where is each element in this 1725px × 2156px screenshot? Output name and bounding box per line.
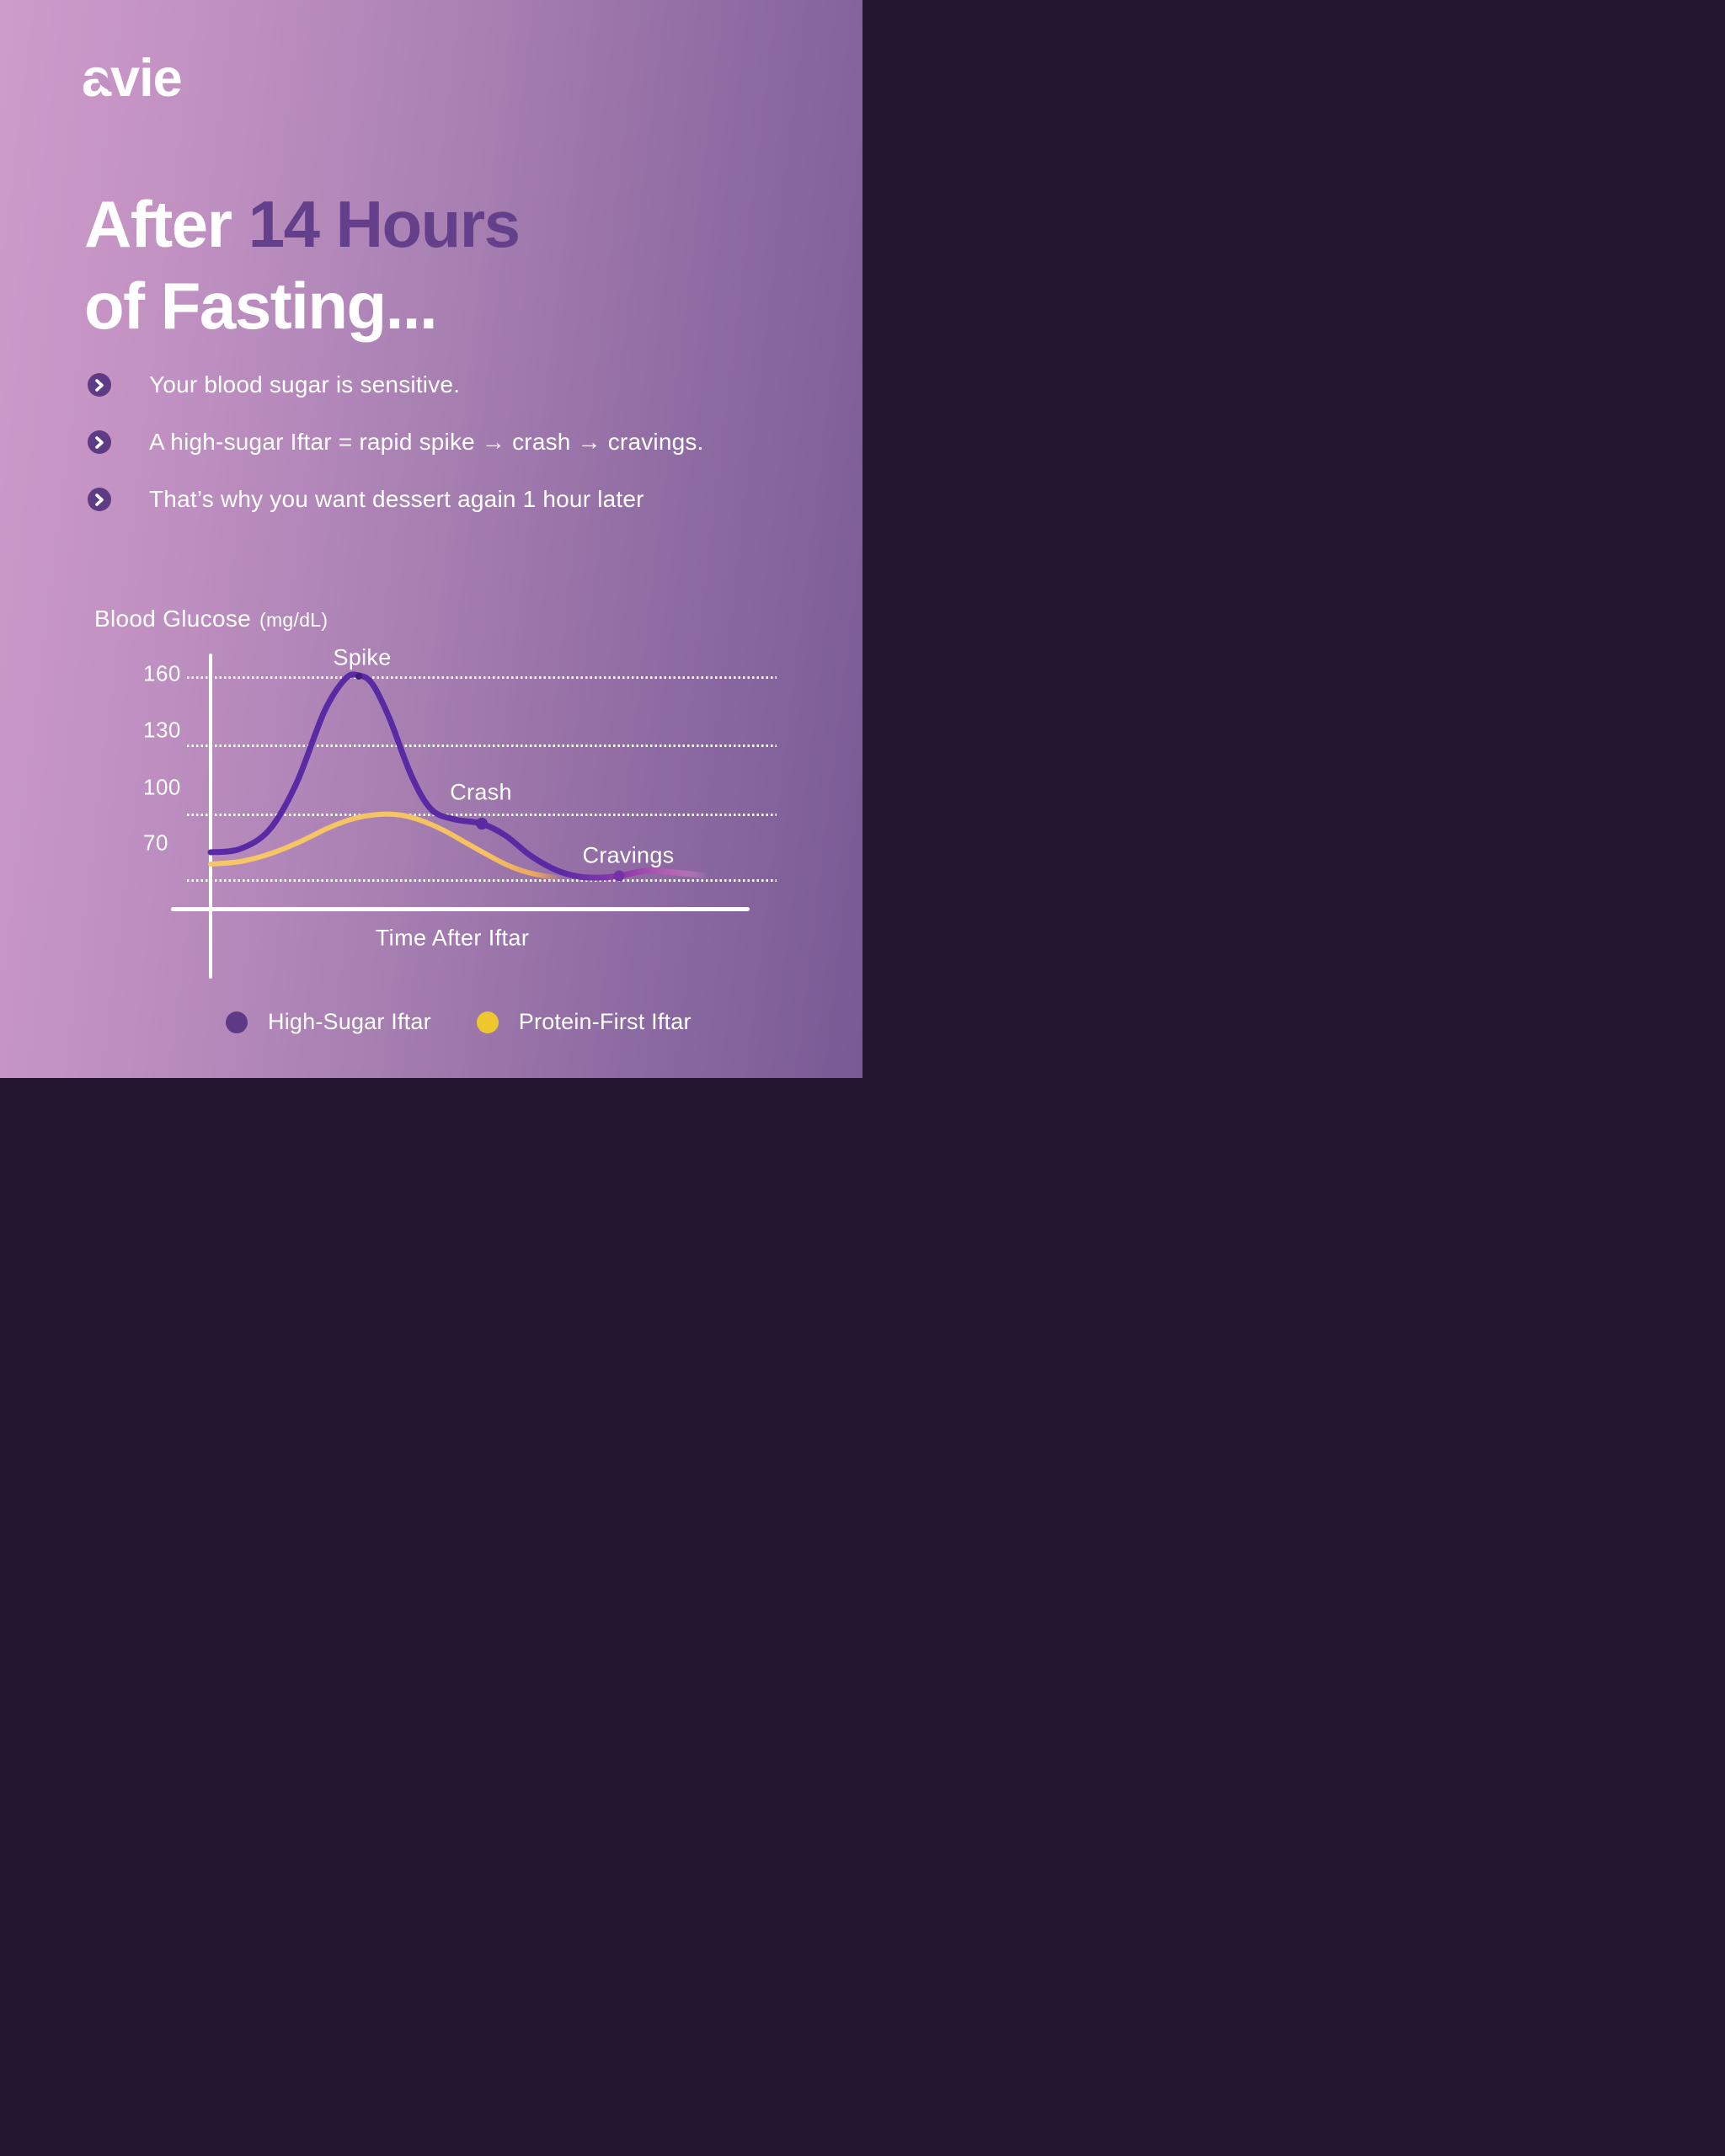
legend-item: High-Sugar Iftar [226, 1009, 431, 1035]
y-tick-label: 100 [143, 774, 181, 800]
crash-dot [476, 818, 488, 830]
chevron-right-icon [88, 430, 111, 454]
title-line1: After 14 Hours [84, 187, 521, 261]
dotted-gridline [187, 676, 777, 679]
annotation-cravings: Cravings [582, 842, 675, 868]
bullet-item: A high-sugar Iftar = rapid spike → crash… [88, 429, 704, 455]
bullet-text: A high-sugar Iftar = rapid spike → crash… [149, 429, 704, 455]
bullet-item: That’s why you want dessert again 1 hour… [88, 486, 704, 512]
y-tick-label: 130 [143, 717, 181, 743]
bullet-text: That’s why you want dessert again 1 hour… [149, 486, 644, 512]
bullet-list: Your blood sugar is sensitive. A high-sug… [88, 371, 704, 545]
y-tick-label: 70 [143, 830, 168, 856]
title-line2: of Fasting... [84, 269, 438, 343]
infographic-page: avie After 14 Hours of Fasting... Your b… [0, 0, 862, 1078]
bullet-text: Your blood sugar is sensitive. [149, 371, 461, 398]
legend-dot-icon [476, 1011, 499, 1033]
y-axis-line [209, 654, 212, 979]
legend-label: Protein-First Iftar [518, 1009, 692, 1034]
chart-legend: High-Sugar Iftar Protein-First Iftar [226, 1009, 737, 1035]
x-axis-line [171, 907, 750, 911]
bullet-item: Your blood sugar is sensitive. [88, 371, 704, 398]
chart-title: Blood Glucose (mg/dL) [94, 606, 328, 632]
dotted-gridline [187, 879, 777, 882]
title-accent: 14 Hours [248, 187, 521, 261]
legend-item: Protein-First Iftar [476, 1009, 692, 1035]
page-title: After 14 Hours of Fasting... [84, 184, 521, 347]
chevron-right-icon [88, 373, 111, 397]
dotted-gridline [187, 744, 777, 747]
dotted-gridline [187, 814, 777, 816]
protein-first-curve [208, 811, 565, 881]
chart-title-text: Blood Glucose [94, 606, 252, 632]
legend-dot-icon [226, 1011, 248, 1033]
annotation-spike: Spike [333, 644, 392, 670]
avie-logo: avie [82, 51, 183, 106]
chart-unit-label: (mg/dL) [259, 609, 328, 631]
chevron-right-icon [88, 488, 111, 511]
x-axis-label: Time After Iftar [375, 925, 530, 951]
legend-label: High-Sugar Iftar [268, 1009, 431, 1034]
y-tick-label: 160 [143, 660, 181, 686]
annotation-crash: Crash [450, 779, 512, 805]
